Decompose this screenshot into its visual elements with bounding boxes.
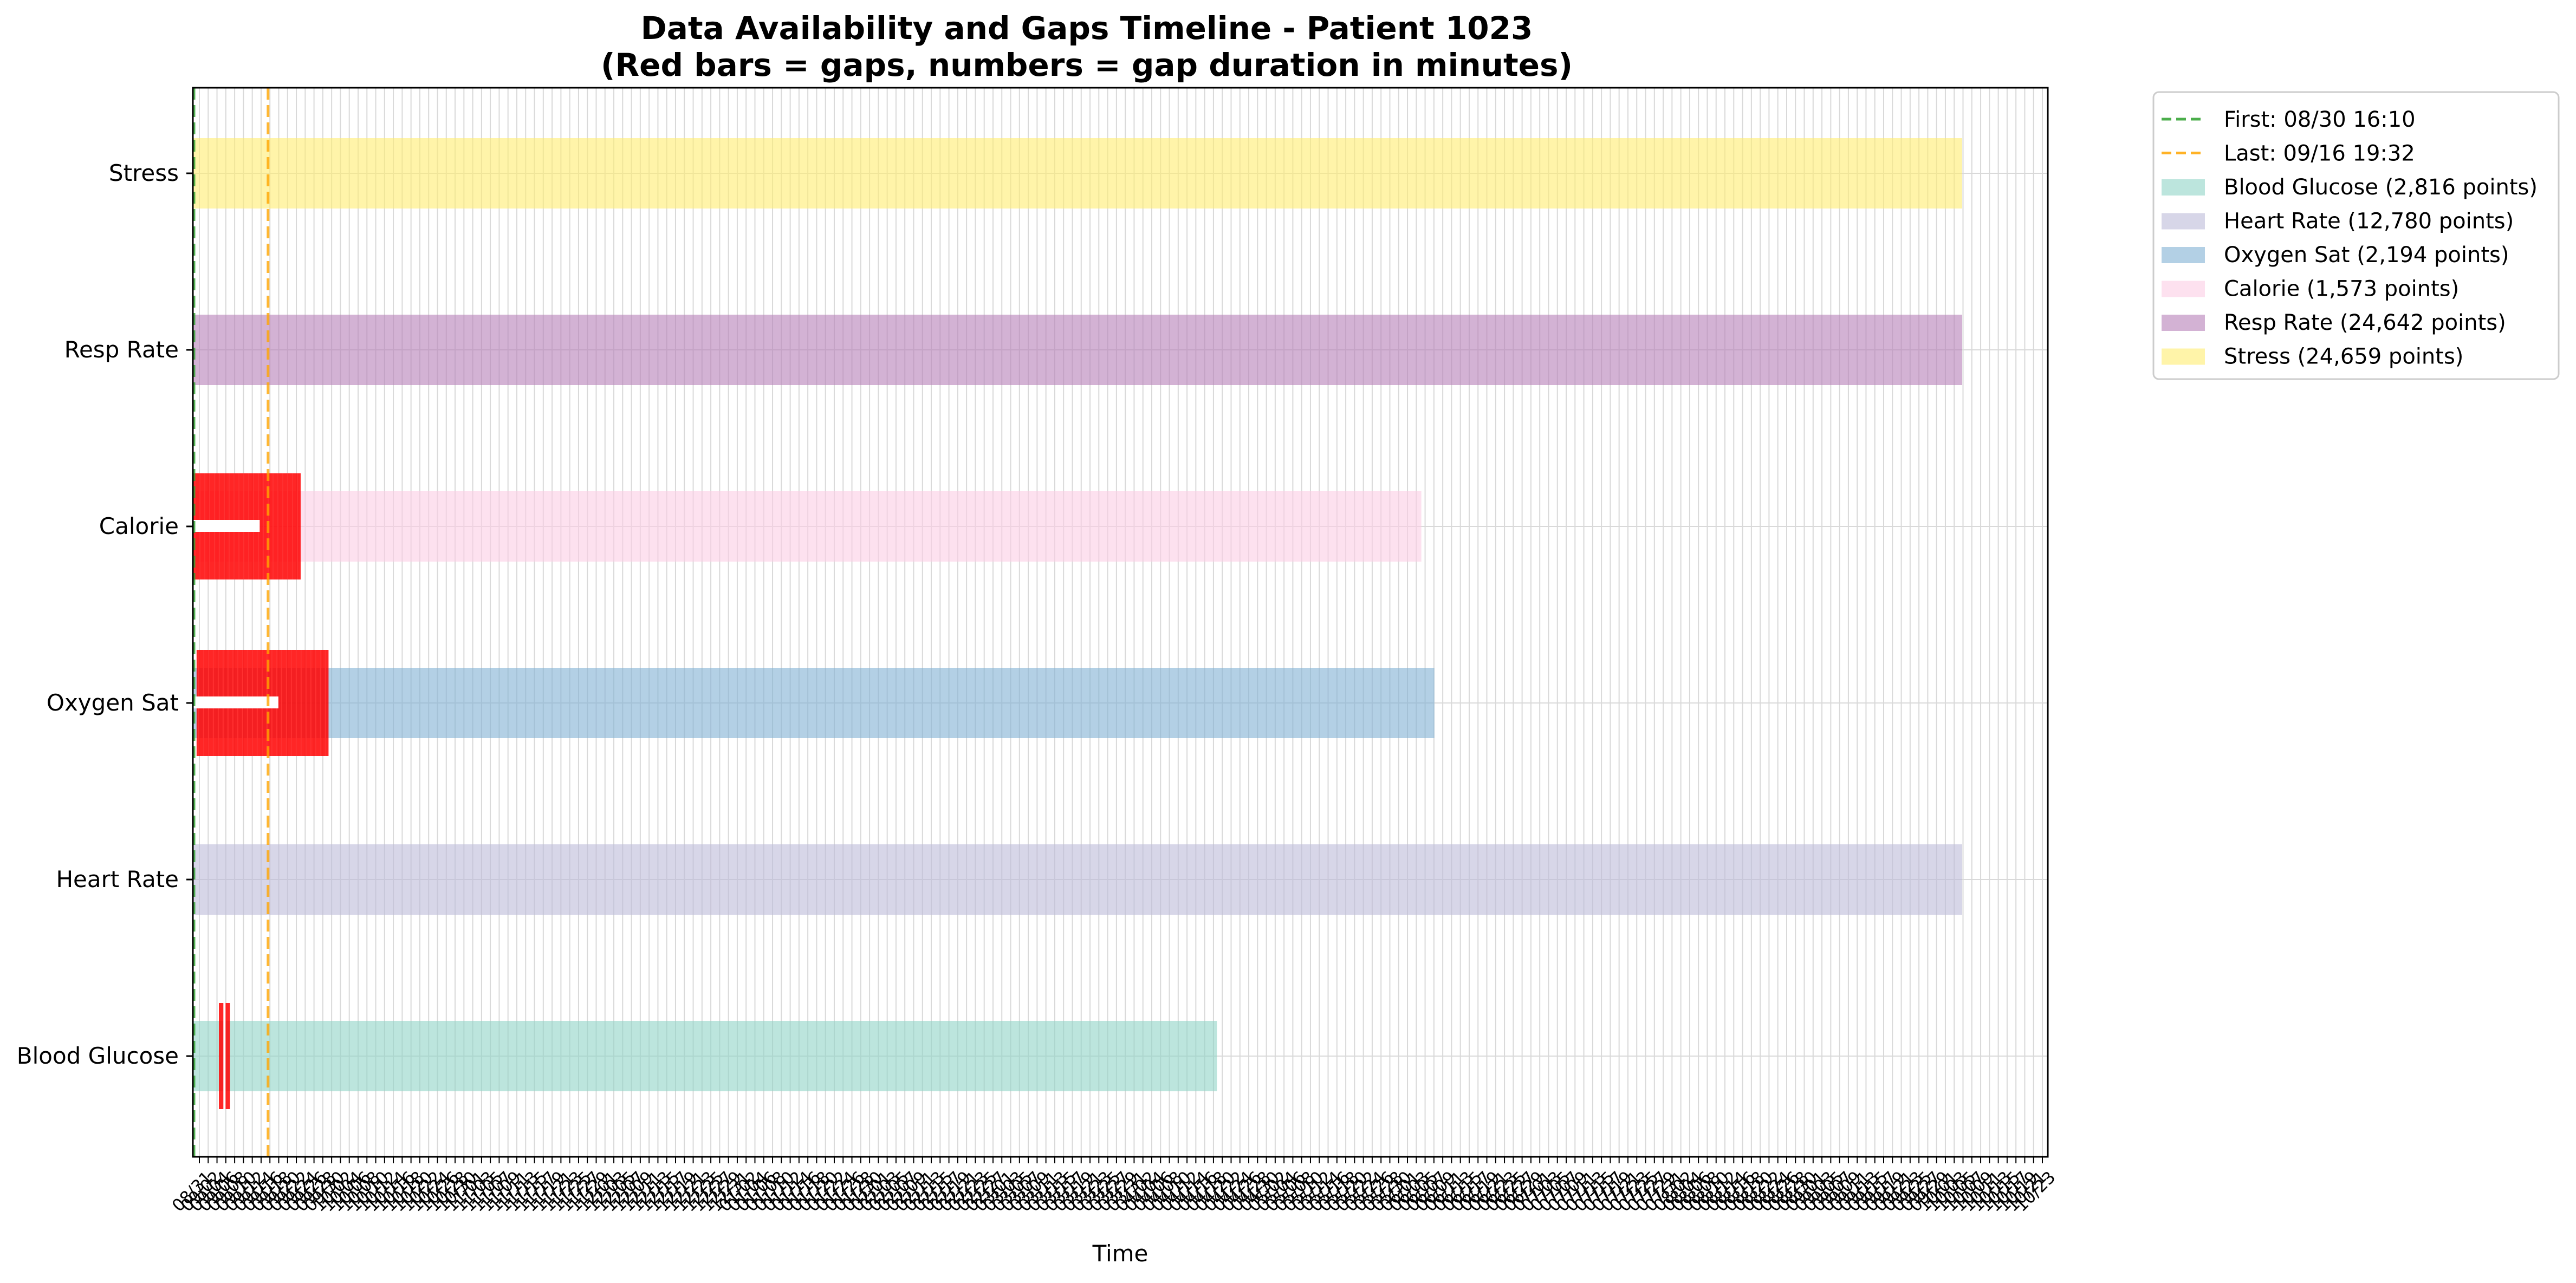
availability-bar bbox=[193, 315, 1962, 385]
legend-label: Calorie (1,573 points) bbox=[2224, 277, 2459, 302]
legend-patch-swatch bbox=[2162, 315, 2205, 331]
y-tick-label: Stress bbox=[109, 160, 179, 186]
plot-frame bbox=[192, 87, 2049, 1158]
legend-label: Heart Rate (12,780 points) bbox=[2224, 209, 2514, 234]
y-tick-label: Blood Glucose bbox=[17, 1043, 179, 1069]
legend-label: Last: 09/16 19:32 bbox=[2224, 141, 2415, 166]
availability-bar bbox=[193, 844, 1962, 915]
x-axis-label: Time bbox=[1092, 1240, 1149, 1267]
gap-label-box bbox=[187, 696, 278, 708]
legend-patch-swatch bbox=[2162, 348, 2205, 365]
legend-patch-swatch bbox=[2162, 179, 2205, 196]
bars-layer bbox=[193, 138, 1962, 1091]
legend-label: Blood Glucose (2,816 points) bbox=[2224, 175, 2538, 200]
availability-bar bbox=[193, 1021, 1217, 1091]
y-tick-label: Calorie bbox=[99, 513, 179, 539]
availability-bar bbox=[193, 668, 1435, 738]
y-tick-label: Heart Rate bbox=[56, 866, 179, 893]
grid-layer bbox=[193, 88, 2048, 1157]
legend-frame bbox=[2152, 91, 2560, 380]
legend-label: Oxygen Sat (2,194 points) bbox=[2224, 243, 2509, 268]
y-axis: Blood Glucose Heart Rate Oxygen Sat Calorie… bbox=[17, 160, 193, 1069]
x-axis: 08/3109/0209/0409/0609/0809/1009/1209/14… bbox=[168, 1157, 2060, 1216]
legend-patch-swatch bbox=[2162, 281, 2205, 297]
y-tick-label: Resp Rate bbox=[64, 336, 179, 363]
y-tick-label: Oxygen Sat bbox=[47, 689, 179, 716]
chart-title: Data Availability and Gaps Timeline - Pa… bbox=[641, 10, 1533, 47]
gap-label-box bbox=[184, 520, 260, 532]
availability-bar bbox=[193, 491, 1422, 562]
legend-patch-swatch bbox=[2162, 247, 2205, 263]
reference-lines bbox=[192, 88, 270, 1157]
availability-bar bbox=[193, 138, 1962, 209]
legend-label: Resp Rate (24,642 points) bbox=[2224, 310, 2506, 335]
chart-subtitle: (Red bars = gaps, numbers = gap duration… bbox=[601, 47, 1573, 83]
legend: First: 08/30 16:10 Last: 09/16 19:32 Blood… bbox=[2152, 91, 2560, 380]
gaps-layer bbox=[184, 473, 329, 1109]
legend-patch-swatch bbox=[2162, 213, 2205, 230]
legend-label: First: 08/30 16:10 bbox=[2224, 107, 2416, 132]
legend-label: Stress (24,659 points) bbox=[2224, 344, 2463, 369]
